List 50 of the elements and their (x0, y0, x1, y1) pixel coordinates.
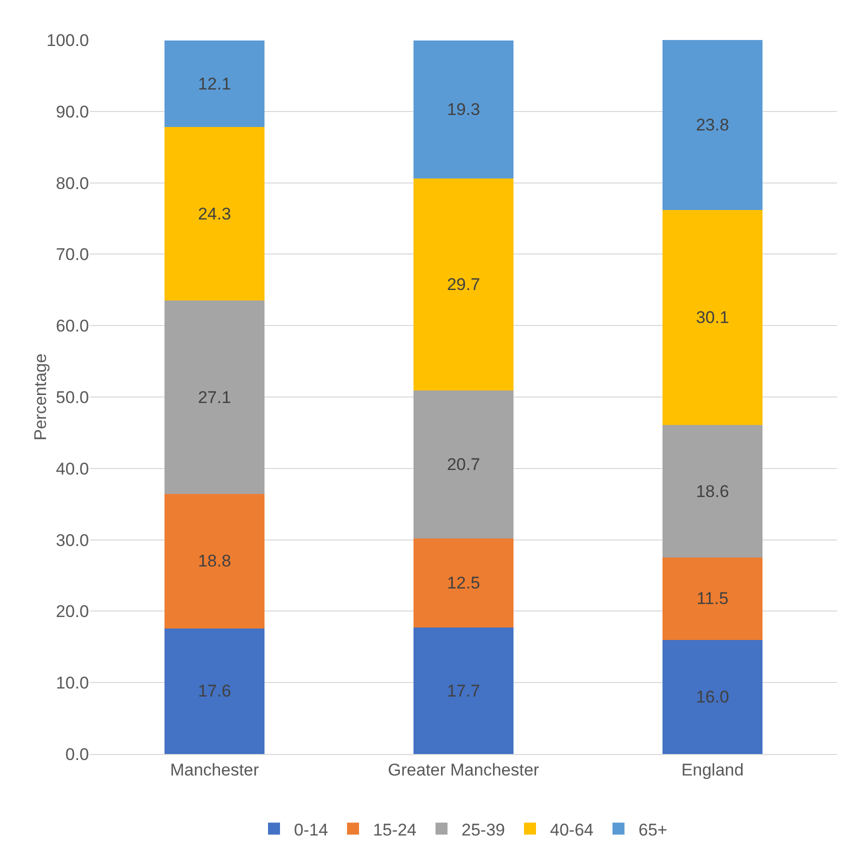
legend-label: 40-64 (550, 820, 594, 840)
data-label: 23.8 (696, 115, 730, 134)
y-tick-label: 50.0 (56, 388, 89, 407)
bar (164, 300, 264, 494)
bar (662, 210, 762, 425)
data-label: 18.8 (198, 552, 232, 571)
y-tick-label: 90.0 (56, 102, 89, 122)
bar (164, 628, 264, 754)
bar (414, 40, 514, 179)
y-tick-label: 30.0 (56, 530, 89, 550)
bar (414, 178, 514, 391)
x-tick-label: England (681, 760, 744, 780)
data-label: 12.5 (446, 573, 480, 592)
bar (662, 640, 762, 754)
y-tick-label: 80.0 (56, 174, 89, 193)
bar (662, 40, 762, 210)
data-label: 11.5 (696, 589, 728, 608)
legend-label: 25-39 (462, 820, 505, 840)
data-label: 12.1 (198, 74, 232, 94)
legend-label: 65+ (638, 820, 668, 840)
y-tick-label: 100.0 (46, 30, 89, 50)
y-tick-label: 40.0 (56, 459, 89, 478)
legend-label: 0-14 (294, 820, 328, 840)
x-tick-label: Manchester (170, 760, 260, 780)
y-tick-label: 20.0 (56, 602, 89, 622)
data-label: 20.7 (446, 454, 480, 474)
x-tick-label: Greater Manchester (388, 760, 540, 780)
y-axis-title: Percentage (31, 354, 50, 440)
y-tick-label: 0.0 (65, 744, 89, 764)
data-label: 29.7 (446, 275, 480, 294)
bar (164, 127, 264, 301)
data-label: 16.0 (696, 687, 730, 706)
data-label: 27.1 (198, 388, 232, 407)
bar (164, 494, 264, 628)
bar (414, 628, 514, 754)
bar (662, 424, 762, 558)
data-label: 19.3 (446, 100, 480, 120)
y-tick-label: 70.0 (56, 245, 89, 264)
data-label: 30.1 (696, 308, 730, 327)
data-label: 18.6 (696, 482, 730, 501)
data-label: 17.7 (446, 681, 480, 700)
bar (164, 40, 264, 128)
bar (414, 538, 514, 628)
data-label: 17.6 (198, 682, 232, 701)
data-label: 24.3 (198, 204, 232, 224)
y-tick-label: 10.0 (56, 674, 89, 693)
bar (414, 390, 514, 538)
legend-label: 15-24 (373, 820, 417, 840)
y-tick-label: 60.0 (56, 316, 89, 336)
bar (662, 558, 762, 640)
